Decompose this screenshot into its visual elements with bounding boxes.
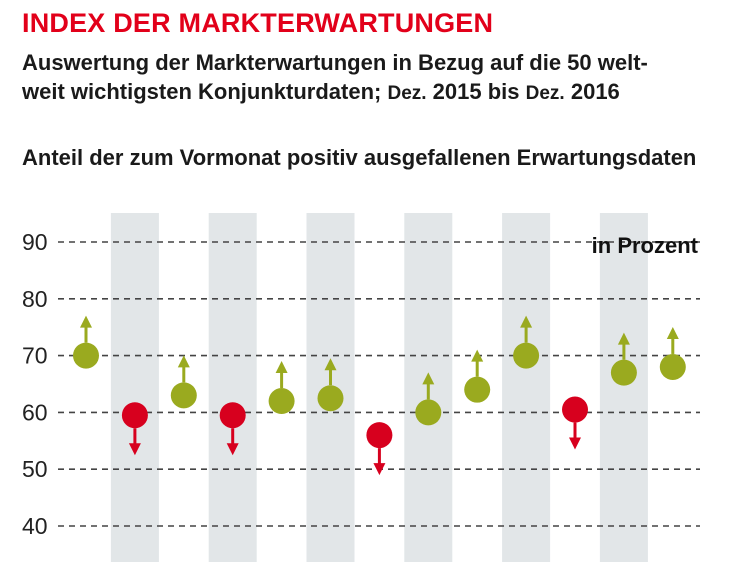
column-band [110, 213, 159, 562]
y-tick-label: 90 [22, 229, 48, 255]
data-point-up [268, 361, 295, 415]
arrow-up-icon [422, 372, 435, 385]
data-marker [317, 385, 344, 412]
arrow-up-icon [666, 326, 679, 339]
data-point-up [610, 332, 637, 386]
data-marker [121, 402, 148, 429]
arrow-up-icon [617, 332, 630, 345]
y-tick-label: 60 [22, 399, 48, 425]
y-tick-label: 40 [22, 513, 48, 539]
y-tick-label: 50 [22, 456, 48, 482]
subtitle-line-2-mid: 2015 bis [432, 79, 520, 104]
data-marker [562, 396, 588, 423]
data-marker [464, 376, 491, 403]
data-marker [366, 422, 393, 449]
arrow-down-icon [373, 463, 386, 476]
data-point-up [73, 315, 99, 369]
arrow-up-icon [471, 349, 484, 362]
subtitle-line-2-end: 2016 [570, 79, 620, 104]
column-band [208, 213, 257, 562]
data-point-up [317, 358, 344, 412]
data-point-down [219, 402, 246, 456]
data-marker [610, 359, 637, 386]
data-point-down [366, 422, 393, 476]
arrow-up-icon [324, 358, 337, 371]
subtitle-line-2-dez-a: Dez. [387, 83, 427, 104]
chart-title: INDEX DER MARKTERWARTUNGEN [22, 8, 494, 38]
y-tick-label: 70 [22, 343, 48, 369]
chart-subtitle: Auswertung der Markterwartungen in Bezug… [22, 48, 722, 108]
arrow-up-icon [80, 315, 92, 328]
arrow-up-icon [520, 315, 533, 328]
arrow-down-icon [128, 443, 141, 456]
column-band [502, 213, 551, 562]
data-marker [73, 342, 99, 369]
data-point-up [513, 315, 540, 369]
data-marker [268, 388, 295, 415]
data-point-down [562, 396, 588, 450]
data-point-up [659, 326, 686, 380]
subtitle-line-2-main: weit wichtigsten Konjunkturdaten; [22, 79, 382, 104]
arrow-up-icon [177, 355, 190, 368]
tick-layer: 40 50 60 70 80 90 [22, 229, 48, 539]
column-band [599, 213, 648, 562]
data-marker [415, 399, 442, 426]
data-point-up [170, 355, 197, 409]
subtitle-line-2-dez-b: Dez. [525, 83, 565, 104]
data-point-up [464, 349, 491, 403]
subtitle-line-1: Auswertung der Markterwartungen in Bezug… [22, 50, 648, 75]
marker-layer [73, 315, 686, 476]
arrow-down-icon [569, 437, 581, 450]
arrow-up-icon [275, 361, 288, 374]
y-tick-label: 80 [22, 286, 48, 312]
data-marker [170, 382, 197, 409]
data-marker [659, 353, 686, 380]
unit-label: in Prozent [592, 233, 699, 258]
data-point-down [121, 402, 148, 456]
data-marker [219, 402, 246, 429]
arrow-down-icon [226, 443, 239, 456]
chart-description: Anteil der zum Vormonat positiv ausgefal… [22, 145, 697, 170]
data-marker [513, 342, 540, 369]
data-point-up [415, 372, 442, 426]
